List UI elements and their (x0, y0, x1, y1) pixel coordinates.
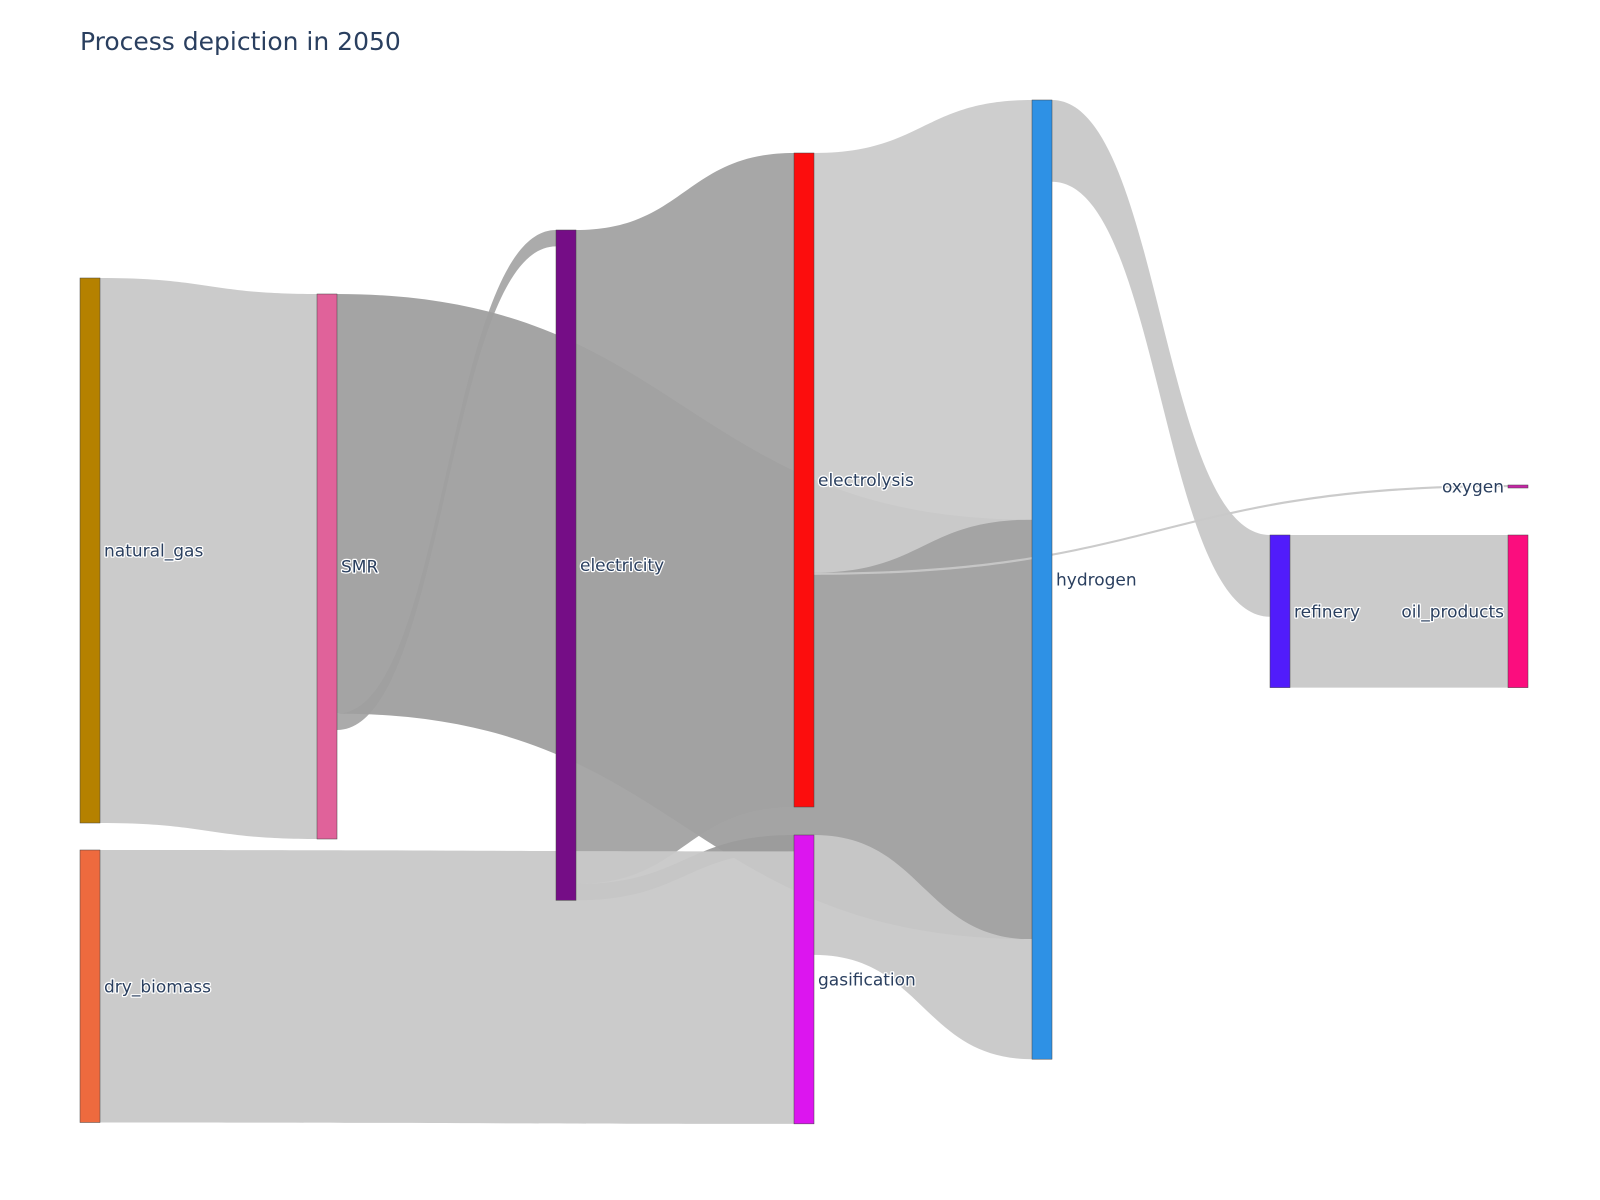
chart-title: Process depiction in 2050 (80, 27, 401, 56)
node-label-gasification: gasification (818, 970, 916, 990)
node-label-electricity: electricity (580, 556, 664, 576)
link-electricity-to-electrolysis[interactable] (576, 153, 794, 884)
node-label-dry-biomass: dry_biomass (104, 977, 211, 997)
node-label-oil-products: oil_products (1401, 602, 1504, 622)
links-layer (100, 100, 1508, 1124)
link-refinery-to-oil_products[interactable] (1290, 535, 1508, 688)
labels-layer: natural_gas dry_biomass SMR electricity elec… (103, 470, 1506, 999)
link-electrolysis-to-hydrogen[interactable] (814, 100, 1032, 573)
node-oxygen[interactable] (1507, 484, 1529, 489)
node-label-oxygen: oxygen (1442, 478, 1504, 498)
node-gasification[interactable] (793, 834, 815, 1125)
node-label-hydrogen: hydrogen (1056, 571, 1137, 591)
node-label-SMR: SMR (341, 558, 378, 578)
link-gasification-to-hydrogen[interactable] (814, 835, 1032, 1060)
link-hydrogen-to-refinery[interactable] (1052, 100, 1270, 617)
node-label-refinery: refinery (1294, 602, 1360, 622)
link-dry_biomass-to-gasification[interactable] (100, 850, 794, 1124)
node-electricity[interactable] (555, 229, 577, 901)
node-refinery[interactable] (1269, 534, 1291, 688)
node-electrolysis[interactable] (793, 152, 815, 808)
node-label-electrolysis: electrolysis (818, 471, 914, 491)
nodes-layer (79, 99, 1529, 1125)
node-SMR[interactable] (316, 293, 338, 840)
node-dry-biomass[interactable] (79, 849, 101, 1123)
node-oil-products[interactable] (1507, 534, 1529, 688)
link-natural_gas-to-SMR[interactable] (100, 278, 317, 839)
link-electrolysis-to-oxygen[interactable] (814, 485, 1508, 575)
node-label-natural-gas: natural_gas (104, 542, 203, 562)
node-natural-gas[interactable] (79, 277, 101, 824)
node-hydrogen[interactable] (1031, 99, 1053, 1060)
